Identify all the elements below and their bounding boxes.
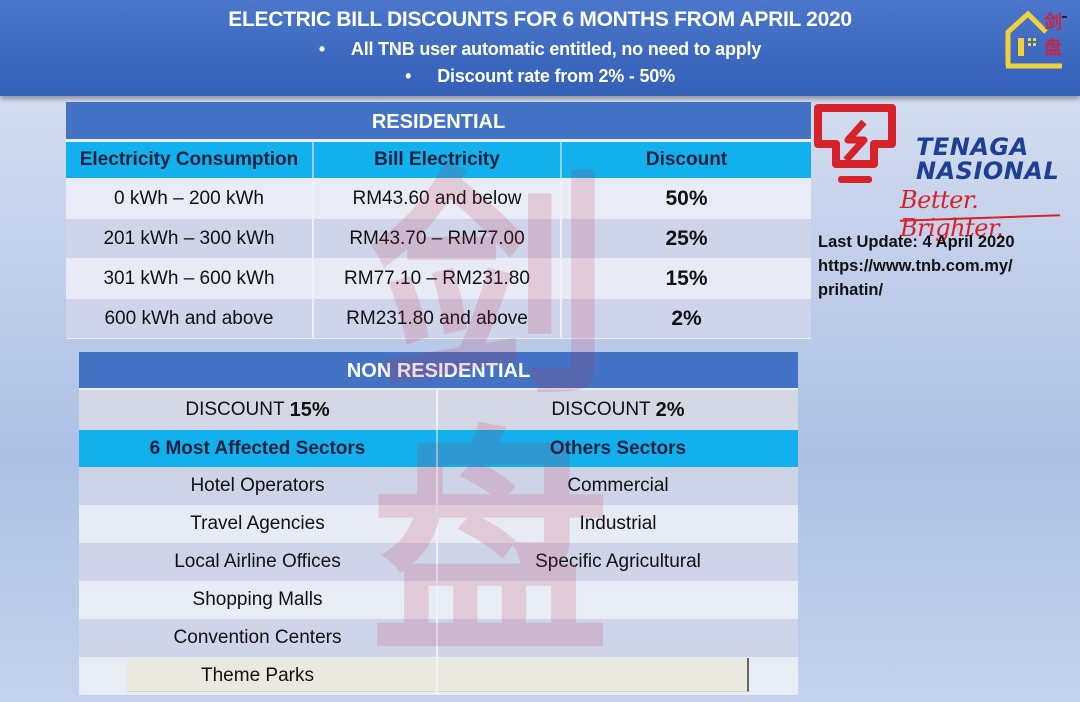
sector-cell: Convention Centers bbox=[79, 619, 438, 657]
discount-cell: 2% bbox=[671, 306, 702, 330]
residential-table: RESIDENTIAL Electricity Consumption Bill… bbox=[66, 102, 811, 339]
sector-cell bbox=[438, 619, 798, 657]
table-row: 201 kWh – 300 kWh RM43.70 – RM77.00 25% bbox=[66, 219, 811, 259]
discount-row: DISCOUNT 15% DISCOUNT 2% bbox=[79, 390, 798, 430]
sectors-header-row: 6 Most Affected Sectors Others Sectors bbox=[79, 430, 798, 467]
column-header-bill: Bill Electricity bbox=[314, 142, 562, 178]
table-row: 301 kWh – 600 kWh RM77.10 – RM231.80 15% bbox=[66, 259, 811, 299]
column-header-consumption: Electricity Consumption bbox=[66, 142, 314, 178]
bill-cell: RM43.60 and below bbox=[314, 179, 562, 218]
bill-cell: RM77.10 – RM231.80 bbox=[314, 259, 562, 298]
consumption-cell: 201 kWh – 300 kWh bbox=[66, 219, 314, 258]
sector-cell bbox=[438, 657, 798, 695]
column-header-affected-sectors: 6 Most Affected Sectors bbox=[79, 430, 438, 467]
page-title: ELECTRIC BILL DISCOUNTS FOR 6 MONTHS FRO… bbox=[228, 8, 852, 31]
bill-cell: RM43.70 – RM77.00 bbox=[314, 219, 562, 258]
banner-bullet-1: • All TNB user automatic entitled, no nee… bbox=[318, 39, 762, 59]
table-row: 600 kWh and above RM231.80 and above 2% bbox=[66, 299, 811, 339]
consumption-cell: 0 kWh – 200 kWh bbox=[66, 179, 314, 218]
highlight-box bbox=[127, 658, 749, 692]
header-banner: ELECTRIC BILL DISCOUNTS FOR 6 MONTHS FRO… bbox=[0, 0, 1080, 96]
sector-cell: Theme Parks bbox=[79, 657, 438, 695]
discount-cell: 25% bbox=[665, 226, 708, 250]
sector-cell bbox=[438, 581, 798, 619]
discount-cell: 15% bbox=[665, 266, 708, 290]
table-row: Theme Parks bbox=[79, 657, 798, 695]
column-header-discount: Discount bbox=[645, 149, 728, 170]
tnb-brand-name: TENAGA NASIONAL bbox=[916, 133, 1060, 185]
sector-cell: Hotel Operators bbox=[79, 467, 438, 505]
sector-cell: Specific Agricultural bbox=[535, 551, 701, 572]
svg-text:盘: 盘 bbox=[1044, 37, 1062, 59]
sector-cell: Local Airline Offices bbox=[79, 543, 438, 581]
sector-cell: Shopping Malls bbox=[79, 581, 438, 619]
consumption-cell: 301 kWh – 600 kWh bbox=[66, 259, 314, 298]
discount-left: DISCOUNT 15% bbox=[79, 390, 438, 430]
non-residential-title: NON RESIDENTIAL bbox=[79, 352, 798, 390]
table-row: Convention Centers bbox=[79, 619, 798, 657]
residential-title: RESIDENTIAL bbox=[66, 102, 811, 142]
table-row: Hotel Operators Commercial bbox=[79, 467, 798, 505]
table-row: Shopping Malls bbox=[79, 581, 798, 619]
discount-right: DISCOUNT 2% bbox=[551, 398, 685, 421]
tnb-lightning-bulb-icon bbox=[814, 104, 896, 183]
table-row: Local Airline Offices Specific Agricultu… bbox=[79, 543, 798, 581]
residential-header-row: Electricity Consumption Bill Electricity… bbox=[66, 142, 811, 179]
sector-cell: Industrial bbox=[579, 513, 657, 534]
house-logo-icon: 剑 盘 bbox=[1005, 10, 1067, 69]
tnb-logo: TENAGA NASIONAL Better. Brighter. bbox=[812, 102, 1072, 242]
source-url: https://www.tnb.com.my/ prihatin/ bbox=[818, 257, 1013, 299]
non-residential-table: NON RESIDENTIAL DISCOUNT 15% DISCOUNT 2% 6… bbox=[79, 352, 798, 695]
table-row: 0 kWh – 200 kWh RM43.60 and below 50% bbox=[66, 179, 811, 219]
sector-cell: Commercial bbox=[567, 475, 669, 496]
discount-cell: 50% bbox=[665, 186, 708, 210]
bullet-icon: • bbox=[405, 66, 412, 86]
bill-cell: RM231.80 and above bbox=[314, 299, 562, 338]
svg-text:剑: 剑 bbox=[1043, 11, 1062, 33]
bullet-icon: • bbox=[318, 39, 325, 59]
consumption-cell: 600 kWh and above bbox=[66, 299, 314, 338]
column-header-other-sectors: Others Sectors bbox=[549, 437, 687, 459]
sector-cell: Travel Agencies bbox=[79, 505, 438, 543]
banner-bullet-2: • Discount rate from 2% - 50% bbox=[405, 66, 675, 86]
table-row: Travel Agencies Industrial bbox=[79, 505, 798, 543]
last-update: Last Update: 4 April 2020 bbox=[818, 233, 1015, 251]
update-info: Last Update: 4 April 2020 https://www.tn… bbox=[818, 230, 1015, 302]
